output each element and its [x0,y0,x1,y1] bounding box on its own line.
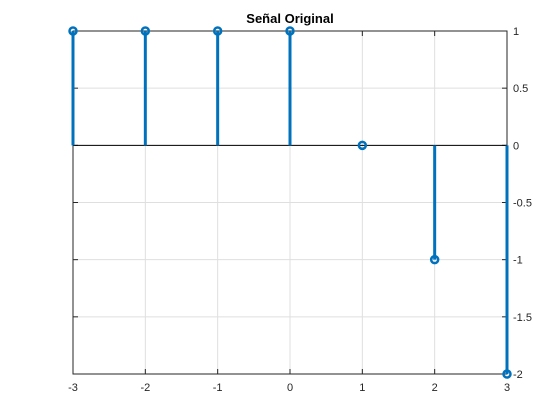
x-tick-label: 0 [287,382,293,394]
x-tick-label: 3 [504,382,510,394]
x-tick-label: 1 [359,382,365,394]
y-tick-label: 1 [513,26,519,38]
x-axis: -3 -2 -1 0 1 2 3 [68,31,510,394]
y-tick-label: 0 [513,140,519,152]
stem-marker [140,26,151,36]
y-axis: -2 -1.5 -1 -0.5 0 0.5 1 [73,26,532,381]
stem-marker [68,26,78,36]
y-tick-label: 0.5 [513,83,528,95]
x-tick-label: -2 [140,382,150,394]
stem-marker [429,254,440,265]
y-tick-label: -2 [513,369,523,381]
x-tick-label: -1 [213,382,223,394]
x-tick-label: -3 [68,382,78,394]
x-tick-label: 2 [432,382,438,394]
stem-marker [502,369,512,379]
y-tick-label: -1.5 [513,312,532,324]
stem-marker [212,26,223,36]
stem-marker [357,140,368,151]
y-tick-label: -1 [513,255,523,267]
y-tick-label: -0.5 [513,198,532,210]
stems [68,26,512,379]
chart-title: Señal Original [246,11,333,26]
stem-marker [285,26,295,36]
